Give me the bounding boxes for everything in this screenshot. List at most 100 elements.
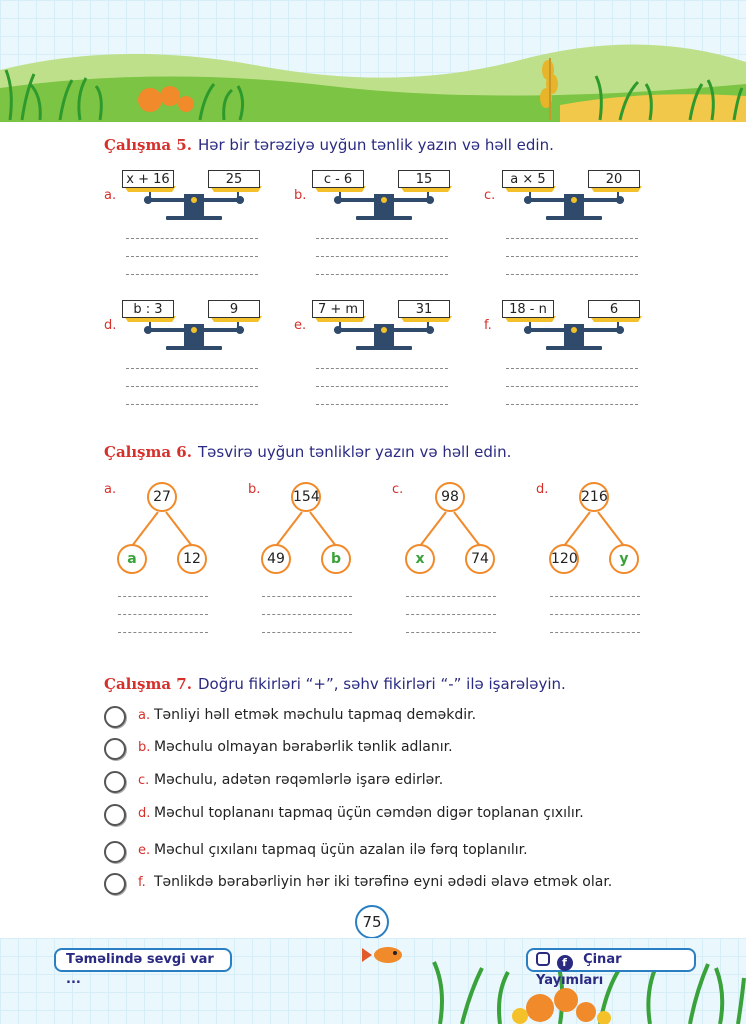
tree-top-number: 216 — [579, 482, 609, 512]
answer-line[interactable] — [262, 596, 352, 597]
answer-checkbox[interactable] — [104, 873, 126, 895]
exercise-7-title: Çalışma 7. Doğru fikirləri “+”, səhv fiki… — [104, 675, 566, 693]
exercise-number: Çalışma 7. — [104, 675, 192, 693]
scale-left-pan-label: 7 + m — [312, 300, 364, 318]
answer-checkbox[interactable] — [104, 841, 126, 863]
statement-text: Məchul çıxılanı tapmaq üçün azalan ilə f… — [154, 842, 528, 858]
answer-line[interactable] — [126, 256, 258, 257]
publisher-name: Çinar Yayımları — [536, 952, 622, 988]
exercise-instruction: Doğru fikirləri “+”, səhv fikirləri “-” … — [197, 675, 566, 693]
answer-line[interactable] — [316, 238, 448, 239]
tree-left-number: x — [405, 544, 435, 574]
answer-checkbox[interactable] — [104, 706, 126, 728]
answer-line[interactable] — [316, 256, 448, 257]
answer-line[interactable] — [118, 596, 208, 597]
item-letter: a. — [104, 188, 117, 203]
item-letter: d. — [536, 482, 549, 497]
scale-left-pan-label: 18 - n — [502, 300, 554, 318]
page-number: 75 — [355, 905, 389, 939]
answer-line[interactable] — [126, 238, 258, 239]
statement-letter: a. — [138, 708, 151, 723]
statement-letter: f. — [138, 875, 146, 890]
tree-right-number: b — [321, 544, 351, 574]
item-letter: e. — [294, 318, 307, 333]
exercise-number: Çalışma 5. — [104, 136, 192, 154]
item-letter: b. — [294, 188, 307, 203]
fish-icon — [362, 947, 402, 963]
scale-left-pan-label: c - 6 — [312, 170, 364, 188]
answer-line[interactable] — [406, 632, 496, 633]
statement-text: Məchul toplananı tapmaq üçün cəmdən digə… — [154, 805, 584, 821]
answer-line[interactable] — [262, 614, 352, 615]
tree-connector-lines — [419, 511, 481, 547]
answer-line[interactable] — [506, 368, 638, 369]
item-letter: b. — [248, 482, 261, 497]
tree-left-number: a — [117, 544, 147, 574]
answer-line[interactable] — [316, 404, 448, 405]
tree-right-number: 12 — [177, 544, 207, 574]
answer-line[interactable] — [316, 368, 448, 369]
answer-line[interactable] — [550, 614, 640, 615]
header-illustration — [0, 0, 746, 122]
answer-line[interactable] — [316, 386, 448, 387]
scale-right-pan-label: 31 — [398, 300, 450, 318]
answer-line[interactable] — [126, 368, 258, 369]
answer-checkbox[interactable] — [104, 804, 126, 826]
scale-left-pan-label: x + 16 — [122, 170, 174, 188]
tree-top-number: 154 — [291, 482, 321, 512]
tree-connector-lines — [563, 511, 625, 547]
item-letter: c. — [484, 188, 496, 203]
answer-line[interactable] — [506, 386, 638, 387]
answer-line[interactable] — [118, 614, 208, 615]
answer-line[interactable] — [126, 386, 258, 387]
answer-line[interactable] — [550, 596, 640, 597]
answer-line[interactable] — [262, 632, 352, 633]
answer-line[interactable] — [118, 632, 208, 633]
answer-checkbox[interactable] — [104, 771, 126, 793]
answer-line[interactable] — [506, 256, 638, 257]
statement-letter: d. — [138, 806, 151, 821]
tree-connector-lines — [275, 511, 337, 547]
scale-right-pan-label: 9 — [208, 300, 260, 318]
exercise-instruction: Təsvirə uyğun tənliklər yazın və həll ed… — [197, 443, 512, 461]
answer-line[interactable] — [406, 596, 496, 597]
tree-top-number: 98 — [435, 482, 465, 512]
answer-line[interactable] — [506, 274, 638, 275]
answer-line[interactable] — [316, 274, 448, 275]
answer-line[interactable] — [506, 404, 638, 405]
item-letter: c. — [392, 482, 404, 497]
tree-top-number: 27 — [147, 482, 177, 512]
answer-line[interactable] — [506, 238, 638, 239]
statement-letter: b. — [138, 740, 151, 755]
answer-line[interactable] — [406, 614, 496, 615]
publisher-badge[interactable]: f Çinar Yayımları — [526, 948, 696, 988]
exercise-instruction: Hər bir tərəziyə uyğun tənlik yazın və h… — [197, 136, 554, 154]
tree-right-number: y — [609, 544, 639, 574]
statement-text: Məchulu olmayan bərabərlik tənlik adlanı… — [154, 739, 453, 755]
tree-left-number: 120 — [549, 544, 579, 574]
statement-letter: e. — [138, 843, 151, 858]
statement-letter: c. — [138, 773, 150, 788]
exercise-5-title: Çalışma 5. Hər bir tərəziyə uyğun tənlik … — [104, 136, 554, 154]
statement-text: Tənlikdə bərabərliyin hər iki tərəfinə e… — [154, 874, 613, 890]
exercise-number: Çalışma 6. — [104, 443, 192, 461]
answer-line[interactable] — [550, 632, 640, 633]
exercise-6-title: Çalışma 6. Təsvirə uyğun tənliklər yazın … — [104, 443, 511, 461]
facebook-icon[interactable]: f — [556, 955, 573, 971]
answer-line[interactable] — [126, 274, 258, 275]
answer-line[interactable] — [126, 404, 258, 405]
item-letter: f. — [484, 318, 492, 333]
scale-right-pan-label: 25 — [208, 170, 260, 188]
scale-left-pan-label: a × 5 — [502, 170, 554, 188]
slogan-badge: Təməlində sevgi var ... — [54, 948, 232, 987]
answer-checkbox[interactable] — [104, 738, 126, 760]
scale-right-pan-label: 6 — [588, 300, 640, 318]
meadow-illustration — [0, 44, 746, 122]
statement-text: Məchulu, adətən rəqəmlərlə işarə edirlər… — [154, 772, 444, 788]
tree-left-number: 49 — [261, 544, 291, 574]
scale-right-pan-label: 20 — [588, 170, 640, 188]
scale-right-pan-label: 15 — [398, 170, 450, 188]
seaweed-illustration — [362, 947, 746, 1025]
item-letter: a. — [104, 482, 117, 497]
instagram-icon[interactable] — [536, 952, 550, 966]
